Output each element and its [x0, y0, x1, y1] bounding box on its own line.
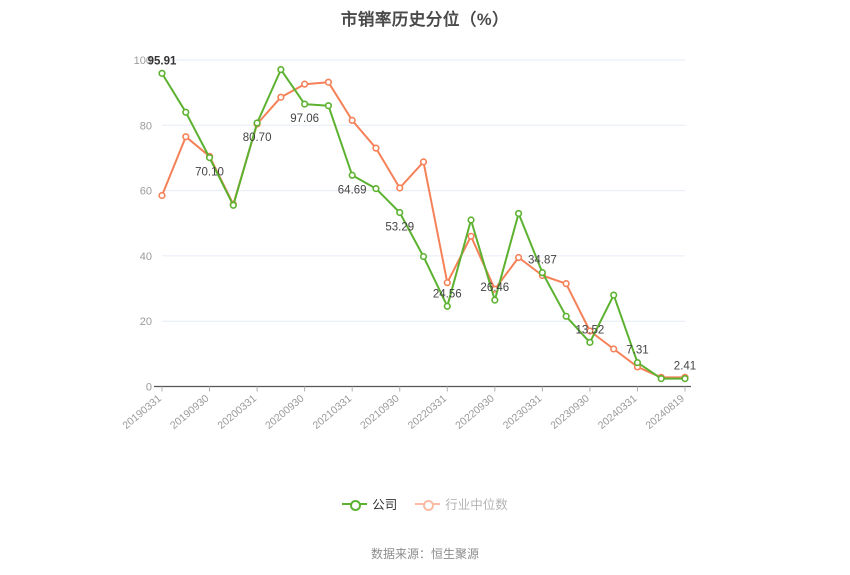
- data-point-label: 53.29: [385, 222, 414, 234]
- page-title: 市销率历史分位（%）: [340, 11, 510, 29]
- x-axis-tick-label: 20230331: [501, 393, 545, 432]
- company-point[interactable]: [324, 102, 333, 110]
- x-axis-tick-label: 20230930: [548, 393, 592, 432]
- y-axis-tick-label: 20: [140, 316, 152, 328]
- company-point[interactable]: [277, 65, 285, 74]
- company-point[interactable]: [538, 269, 546, 277]
- company-point[interactable]: [396, 208, 404, 217]
- x-axis-tick-label: 20190331: [120, 393, 164, 432]
- y-axis-tick-label: 0: [146, 382, 152, 394]
- data-point-label: 26.46: [480, 282, 509, 294]
- y-axis-tick-label: 100: [134, 55, 152, 67]
- company-point[interactable]: [610, 291, 618, 299]
- company-point[interactable]: [372, 185, 380, 193]
- industry-median-point[interactable]: [562, 280, 570, 288]
- y-axis-tick-label: 80: [140, 120, 152, 132]
- industry-median-point[interactable]: [610, 345, 618, 353]
- x-axis-tick-label: 20190930: [168, 393, 212, 432]
- x-axis-tick-label: 20240331: [596, 393, 640, 432]
- x-axis-tick-labels: 20190331 20190930 20200331 20200930 20210331…: [120, 393, 687, 432]
- industry-median-point[interactable]: [419, 158, 428, 166]
- company-path: [161, 68, 686, 380]
- x-axis-tick-label: 20210331: [311, 393, 355, 432]
- industry-median-point[interactable]: [372, 144, 380, 152]
- data-point-label: 13.52: [576, 324, 605, 336]
- company-point[interactable]: [301, 100, 309, 108]
- legend-item-industry-median[interactable]: 行业中位数: [415, 494, 508, 513]
- x-axis-tick-label: 20210930: [358, 393, 402, 432]
- x-axis-tick-label: 20220930: [453, 393, 497, 432]
- company-point[interactable]: [348, 171, 356, 179]
- company-point[interactable]: [681, 375, 689, 383]
- company-point[interactable]: [586, 338, 594, 346]
- legend-item-company[interactable]: 公司: [342, 494, 397, 513]
- data-point-label: 97.06: [290, 113, 319, 125]
- company-point[interactable]: [514, 209, 523, 218]
- industry-median-point[interactable]: [586, 327, 594, 335]
- industry-median-path: [161, 81, 686, 379]
- industry-median-point[interactable]: [158, 191, 166, 200]
- data-source-note: 数据来源：恒生聚源: [370, 547, 479, 561]
- x-axis-tick-label: 20220331: [406, 393, 450, 432]
- legend-swatch-industry-median: [415, 498, 441, 511]
- legend-label-company: 公司: [372, 498, 398, 512]
- company-point[interactable]: [158, 69, 166, 77]
- data-point-label: 24.56: [433, 288, 462, 300]
- y-axis-tick-labels: 0 20 40 60 80 100: [134, 55, 152, 394]
- y-axis-tick-label: 60: [140, 186, 152, 198]
- industry-median-point[interactable]: [396, 184, 404, 192]
- legend-label-industry-median: 行业中位数: [445, 498, 508, 512]
- company-point[interactable]: [657, 375, 665, 383]
- data-point-label: 2.41: [674, 361, 696, 373]
- data-point-label: 64.69: [338, 184, 367, 196]
- x-axis-tick-label: 20240819: [643, 393, 687, 432]
- company-point[interactable]: [443, 302, 451, 310]
- data-point-label: 95.91: [148, 55, 177, 67]
- company-point[interactable]: [562, 312, 570, 320]
- y-axis-tick-label: 40: [140, 251, 152, 263]
- data-point-label: 7.31: [626, 345, 648, 357]
- industry-median-point[interactable]: [514, 253, 523, 262]
- company-point[interactable]: [633, 359, 642, 367]
- company-point[interactable]: [253, 119, 261, 127]
- industry-median-point[interactable]: [348, 116, 356, 125]
- industry-median-point[interactable]: [467, 232, 475, 240]
- legend-swatch-company: [342, 498, 368, 511]
- industry-median-point[interactable]: [301, 80, 309, 88]
- company-point[interactable]: [182, 108, 190, 116]
- x-axis-tick-label: 20200930: [263, 393, 307, 432]
- company-point[interactable]: [229, 201, 237, 209]
- data-point-labels: 95.91 70.10 80.70 97.06 64.69 53.29 24.56 26.46…: [148, 55, 697, 372]
- x-axis-line: [154, 385, 691, 392]
- industry-median-point[interactable]: [443, 279, 451, 287]
- company-point[interactable]: [419, 252, 428, 261]
- company-point[interactable]: [491, 296, 499, 304]
- series-company-line: [158, 65, 689, 383]
- data-point-label: 70.10: [195, 167, 224, 179]
- data-point-label: 34.87: [528, 255, 557, 267]
- series-industry-median-line: [158, 78, 689, 381]
- industry-median-point[interactable]: [277, 93, 285, 101]
- x-axis-tick-label: 20200331: [216, 393, 260, 432]
- company-point[interactable]: [467, 216, 475, 224]
- industry-median-point[interactable]: [182, 133, 190, 141]
- industry-median-point[interactable]: [324, 78, 333, 86]
- company-point[interactable]: [205, 154, 214, 162]
- data-point-label: 80.70: [243, 132, 272, 144]
- grid-lines: [162, 59, 685, 322]
- chart-legend[interactable]: 公司 行业中位数: [0, 494, 850, 513]
